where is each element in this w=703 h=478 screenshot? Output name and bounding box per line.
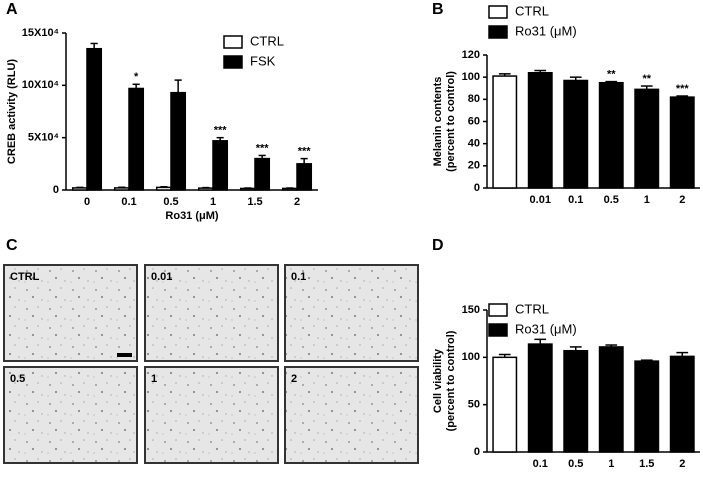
micrograph [144, 366, 279, 464]
panel-label: C [6, 237, 18, 254]
x-tick-label: 0.1 [568, 194, 583, 206]
x-tick-label: 2 [679, 194, 685, 206]
panel-label: A [6, 1, 18, 18]
image-label: 0.1 [291, 271, 306, 283]
legend-swatch [488, 303, 508, 317]
y-tick-label: 15X10⁴ [22, 27, 59, 39]
y-tick-label: 150 [462, 304, 480, 316]
bar [170, 91, 187, 191]
y-axis-label: (percent to control) [445, 330, 457, 431]
x-tick-label: 1 [608, 458, 614, 470]
x-tick-label: 2 [294, 196, 300, 208]
legend-label: CTRL [515, 301, 549, 316]
x-tick-label: 0.5 [163, 196, 178, 208]
bar [197, 187, 214, 191]
x-tick-label: 2 [679, 458, 685, 470]
bar [563, 79, 589, 189]
significance: *** [676, 83, 690, 95]
bar [71, 187, 88, 191]
y-axis-label: Cell viability [432, 348, 444, 413]
y-tick-label: 0 [474, 182, 480, 194]
legend-swatch [488, 5, 508, 19]
x-tick-label: 1 [210, 196, 216, 208]
image-label: 2 [291, 373, 297, 385]
y-tick-label: 40 [468, 138, 480, 150]
bar [492, 356, 518, 453]
y-tick-label: 120 [462, 49, 480, 61]
significance: *** [298, 146, 312, 158]
y-axis-label: CREB activity (RLU) [6, 59, 18, 164]
bar [598, 81, 624, 189]
legend-label: FSK [250, 53, 276, 68]
x-tick-label: 0.5 [604, 194, 619, 206]
legend-label: Ro31 (μM) [515, 321, 577, 336]
y-axis-label: (percent to control) [445, 71, 457, 172]
bar [634, 88, 660, 189]
bar [155, 186, 172, 191]
y-tick-label: 100 [462, 351, 480, 363]
x-tick-label: 0.1 [121, 196, 136, 208]
bar [86, 47, 103, 191]
image-label: 0.5 [10, 373, 25, 385]
legend-swatch [488, 25, 508, 39]
y-tick-label: 80 [468, 93, 480, 105]
legend-label: CTRL [515, 3, 549, 18]
image-label: CTRL [10, 271, 40, 283]
legend-label: Ro31 (μM) [515, 23, 577, 38]
x-tick-label: 0 [84, 196, 90, 208]
y-tick-label: 100 [462, 71, 480, 83]
legend-label: CTRL [250, 33, 284, 48]
micrograph [284, 366, 419, 464]
x-tick-label: 1.5 [247, 196, 262, 208]
legend-swatch [488, 323, 508, 337]
x-tick-label: 1 [644, 194, 650, 206]
image-label: 1 [151, 373, 157, 385]
y-tick-label: 50 [468, 399, 480, 411]
bar [296, 163, 313, 191]
y-tick-label: 0 [53, 184, 59, 196]
image-label: 0.01 [151, 271, 172, 283]
significance: ** [642, 73, 651, 85]
bar [669, 355, 695, 453]
x-axis-label: Ro31 (μM) [165, 210, 219, 222]
micrograph [3, 366, 138, 464]
significance: ** [607, 69, 616, 81]
bar [212, 140, 229, 191]
image-grid: CTRL 0.01 0.1 0.5 1 2 [3, 264, 419, 464]
bar [669, 96, 695, 189]
panel-label: D [432, 237, 444, 254]
y-tick-label: 60 [468, 115, 480, 127]
micrograph [3, 264, 138, 362]
y-axis-label: Melanin contents [432, 77, 444, 167]
bar [634, 360, 660, 453]
y-tick-label: 20 [468, 160, 480, 172]
micrograph [144, 264, 279, 362]
bar [563, 349, 589, 453]
significance: * [134, 71, 139, 83]
legend-swatch [223, 55, 243, 69]
scale-bar [117, 353, 132, 357]
legend-swatch [223, 35, 243, 49]
bar [527, 71, 553, 189]
panel-label: B [432, 1, 444, 18]
bar [128, 87, 145, 191]
bar [254, 157, 271, 191]
significance: *** [214, 125, 228, 137]
micrograph [284, 264, 419, 362]
y-tick-label: 0 [474, 446, 480, 458]
y-tick-label: 5X10⁴ [28, 132, 59, 144]
bar [527, 343, 553, 453]
bar [598, 346, 624, 453]
x-tick-label: 0.5 [568, 458, 583, 470]
significance: *** [256, 142, 270, 154]
x-tick-label: 0.01 [530, 194, 551, 206]
y-tick-label: 10X10⁴ [22, 79, 59, 91]
x-tick-label: 1.5 [639, 458, 654, 470]
bar [492, 75, 518, 189]
x-tick-label: 0.1 [533, 458, 548, 470]
bar [113, 187, 130, 191]
